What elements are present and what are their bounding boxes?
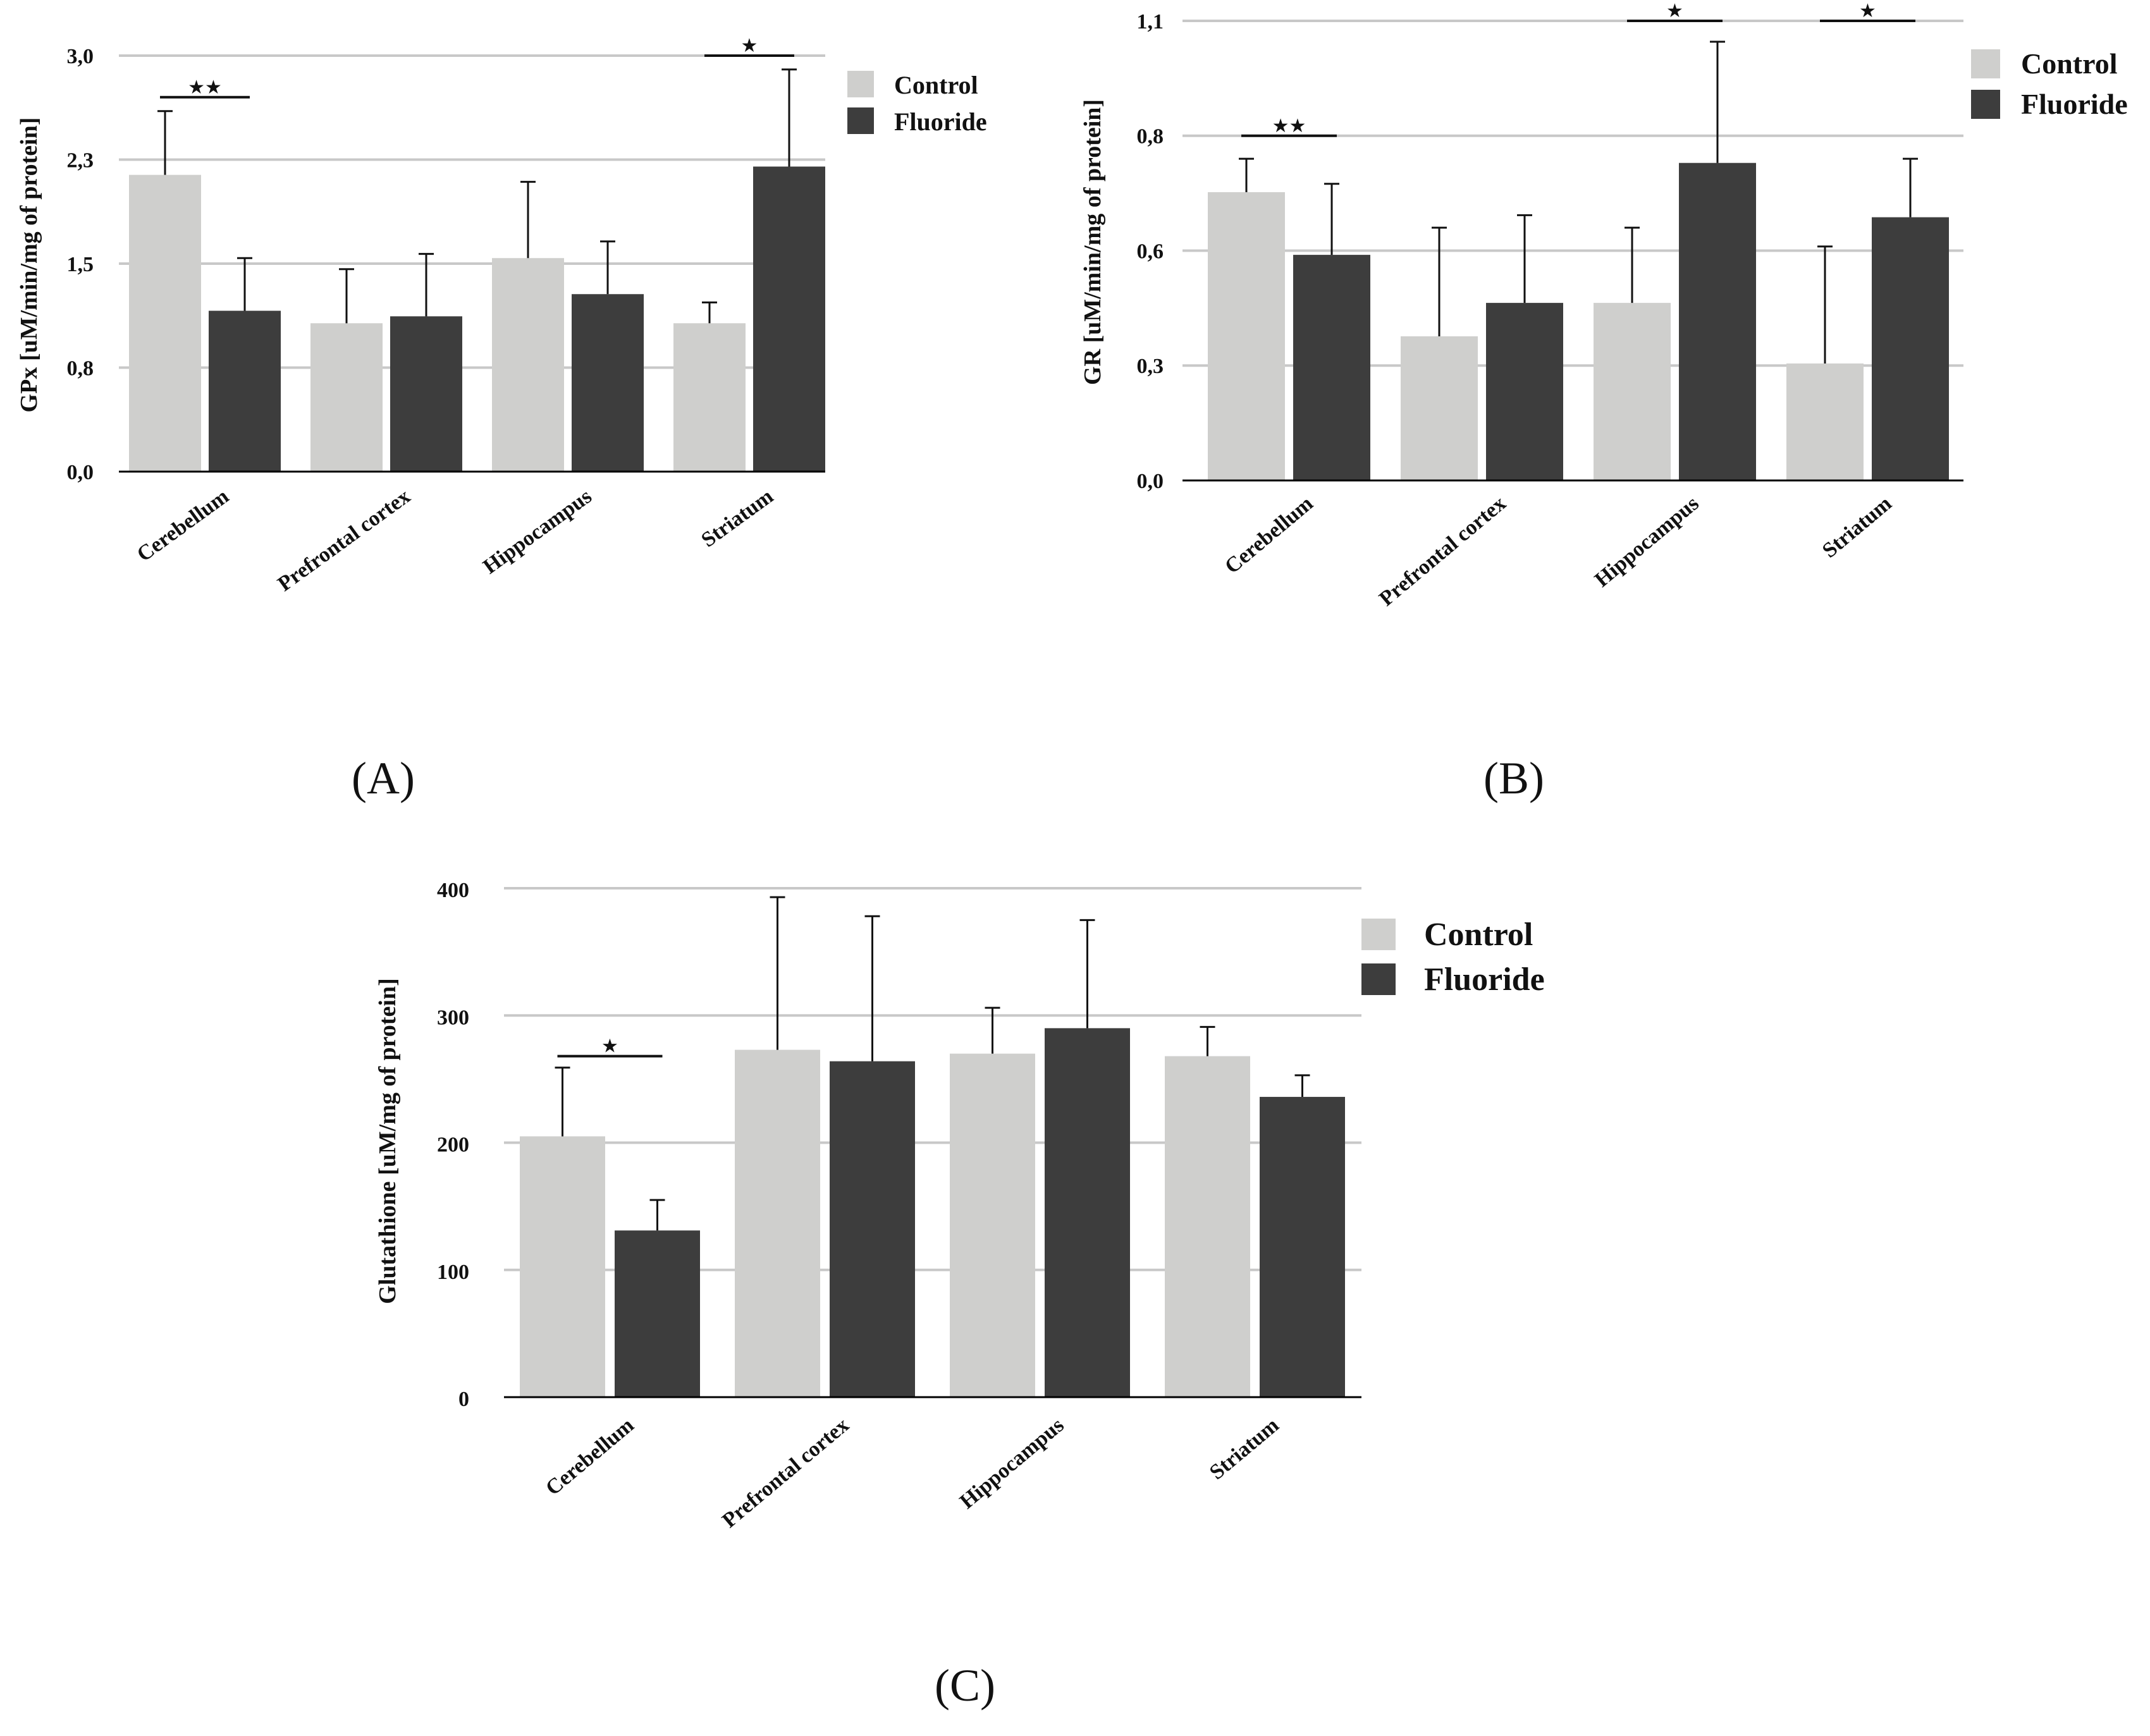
- x-tick-label: Prefrontal cortex: [718, 1414, 853, 1532]
- bar-control-prefrontal-cortex: [735, 1049, 820, 1397]
- legend-label-control: Control: [894, 71, 978, 99]
- bar-fluoride-hippocampus: [1045, 1028, 1130, 1397]
- legend: Control Fluoride: [1361, 917, 1545, 998]
- y-tick-label: 0,3: [1137, 355, 1164, 378]
- x-tick-label: Hippocampus: [955, 1414, 1069, 1513]
- error-bars: [555, 896, 1310, 1231]
- bar-control-cerebellum: [1208, 192, 1285, 480]
- panel-label: (B): [1484, 753, 1544, 804]
- x-tick-label: Striatum: [697, 485, 778, 553]
- y-axis-label: Glutathione [uM/mg of protein]: [374, 978, 401, 1304]
- chart-gpx: GPx [uM/min/mg of protein] 0,0 0,8 1,5 2,3 3…: [16, 35, 987, 804]
- significance-star: ★: [601, 1036, 618, 1058]
- legend-swatch-control: [1361, 919, 1396, 950]
- legend-swatch-control: [1971, 49, 2000, 78]
- bar-fluoride-striatum: [1872, 217, 1949, 480]
- bars: [520, 1028, 1345, 1397]
- bar-fluoride-striatum: [1260, 1097, 1345, 1397]
- bar-fluoride-cerebellum: [1293, 255, 1370, 480]
- significance-markers: ★★★ ★: [1241, 0, 1915, 137]
- legend-swatch-control: [847, 71, 874, 97]
- legend-label-fluoride: Fluoride: [2021, 88, 2128, 120]
- x-tick-label: Striatum: [1818, 492, 1896, 563]
- bar-control-striatum: [1165, 1056, 1250, 1397]
- bar-control-prefrontal-cortex: [310, 323, 383, 472]
- chart-glutathione: Glutathione [uM/mg of protein] 0 100 200 30…: [374, 879, 1545, 1711]
- error-bars: [157, 68, 797, 324]
- significance-star: ★: [1859, 0, 1876, 22]
- legend-label-control: Control: [2021, 47, 2118, 80]
- bar-fluoride-cerebellum: [209, 310, 281, 472]
- x-tick-labels: Cerebellum Prefrontal cortex Hippocampus St…: [133, 485, 778, 596]
- significance-star: ★★: [1272, 115, 1306, 137]
- legend: Control Fluoride: [1971, 47, 2128, 120]
- bar-control-cerebellum: [129, 174, 201, 472]
- y-tick-label: 0,0: [67, 461, 94, 484]
- bar-fluoride-striatum: [753, 166, 825, 472]
- y-axis-label: GR [uM/min/mg of protein]: [1079, 99, 1106, 385]
- x-tick-label: Cerebellum: [133, 485, 233, 566]
- bar-control-hippocampus: [1594, 303, 1671, 480]
- y-tick-label: 0,6: [1137, 240, 1164, 263]
- x-tick-label: Hippocampus: [479, 485, 596, 579]
- legend-swatch-fluoride: [847, 107, 874, 134]
- bar-fluoride-prefrontal-cortex: [830, 1061, 915, 1397]
- y-tick-label: 400: [437, 879, 469, 902]
- bars: [1208, 162, 1949, 480]
- significance-star: ★★: [188, 76, 222, 99]
- bar-control-cerebellum: [520, 1136, 605, 1397]
- significance-markers: ★: [557, 1036, 663, 1058]
- significance-markers: ★★★: [160, 35, 794, 99]
- y-tick-label: 300: [437, 1006, 469, 1029]
- y-tick-label: 100: [437, 1261, 469, 1284]
- x-tick-labels: Cerebellum Prefrontal cortex Hippocampus St…: [1220, 492, 1896, 611]
- x-tick-labels: Cerebellum Prefrontal cortex Hippocampus St…: [541, 1414, 1284, 1532]
- y-tick-label: 0,8: [1137, 125, 1164, 149]
- y-tick-label: 2,3: [67, 149, 94, 172]
- x-tick-label: Cerebellum: [1220, 492, 1318, 578]
- bar-fluoride-hippocampus: [572, 294, 644, 472]
- legend-swatch-fluoride: [1361, 963, 1396, 995]
- bar-fluoride-prefrontal-cortex: [1486, 303, 1563, 480]
- x-tick-label: Prefrontal cortex: [1375, 492, 1510, 611]
- y-tick-label: 1,5: [67, 253, 94, 276]
- y-axis-label: GPx [uM/min/mg of protein]: [16, 118, 42, 413]
- x-tick-label: Cerebellum: [541, 1414, 639, 1500]
- panel-label: (C): [935, 1660, 995, 1711]
- y-tick-labels: 0 100 200 300 400: [437, 879, 469, 1411]
- significance-star: ★: [1666, 0, 1683, 22]
- legend-label-control: Control: [1424, 917, 1533, 953]
- panel-label: (A): [352, 753, 415, 804]
- legend-swatch-fluoride: [1971, 90, 2000, 119]
- bar-control-hippocampus: [492, 258, 564, 472]
- y-tick-label: 3,0: [67, 45, 94, 68]
- chart-gr: GR [uM/min/mg of protein] 0,0 0,3 0,6 0,8 1,…: [1079, 0, 2128, 804]
- legend-label-fluoride: Fluoride: [1424, 962, 1545, 998]
- bar-fluoride-hippocampus: [1679, 162, 1756, 480]
- x-tick-label: Prefrontal cortex: [274, 485, 415, 596]
- bar-control-hippocampus: [950, 1053, 1035, 1397]
- y-tick-labels: 0,0 0,8 1,5 2,3 3,0: [67, 45, 94, 484]
- y-tick-label: 200: [437, 1134, 469, 1157]
- significance-star: ★: [741, 35, 758, 57]
- y-tick-label: 0,0: [1137, 470, 1164, 493]
- x-tick-label: Hippocampus: [1590, 492, 1704, 592]
- bar-fluoride-prefrontal-cortex: [390, 316, 462, 472]
- y-tick-label: 0,8: [67, 357, 94, 380]
- error-bars: [1239, 40, 1918, 364]
- bar-fluoride-cerebellum: [615, 1230, 700, 1397]
- bar-control-prefrontal-cortex: [1401, 336, 1478, 480]
- legend-label-fluoride: Fluoride: [894, 107, 987, 136]
- bar-control-striatum: [673, 323, 746, 472]
- y-tick-label: 0: [458, 1388, 469, 1411]
- y-tick-labels: 0,0 0,3 0,6 0,8 1,1: [1137, 10, 1164, 493]
- x-tick-label: Striatum: [1205, 1414, 1284, 1484]
- bars: [129, 166, 825, 472]
- bar-control-striatum: [1786, 363, 1864, 480]
- y-tick-label: 1,1: [1137, 10, 1164, 34]
- legend: Control Fluoride: [847, 71, 987, 136]
